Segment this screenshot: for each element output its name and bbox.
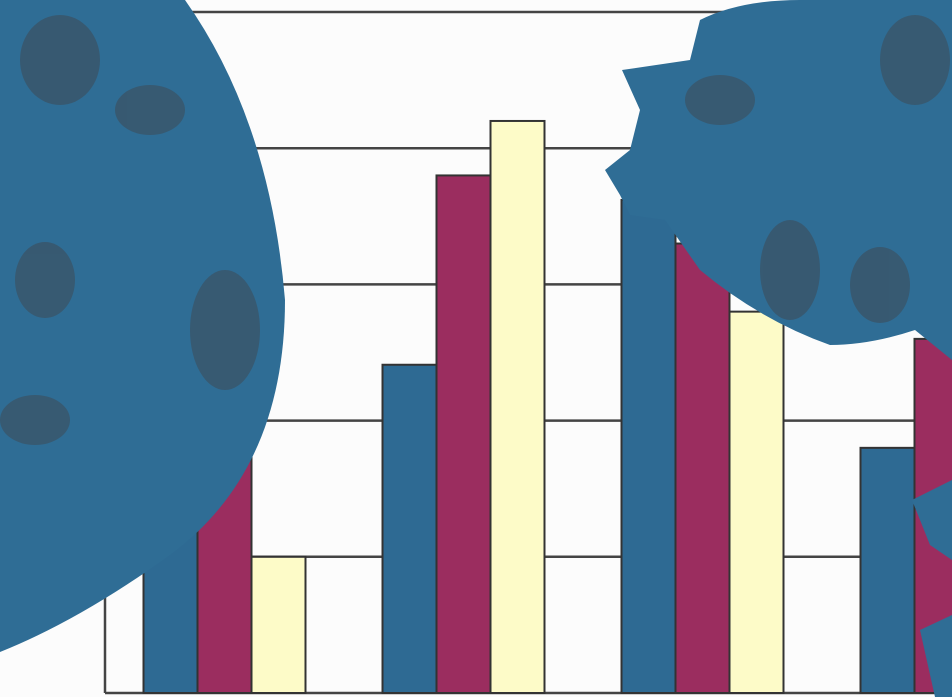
- bar: [674, 242, 731, 694]
- crest: [850, 247, 910, 323]
- figure: [20, 15, 100, 105]
- goose: [115, 85, 185, 135]
- bar: [489, 119, 546, 694]
- bar: [859, 446, 916, 694]
- goose: [685, 75, 755, 125]
- figure: [760, 220, 820, 320]
- bar: [381, 363, 438, 694]
- pattern: [0, 15, 950, 445]
- edge-blob: [920, 615, 952, 697]
- crest: [15, 242, 75, 318]
- goose: [0, 395, 70, 445]
- bar: [250, 555, 307, 694]
- figure: [190, 270, 260, 390]
- edge-blob: [912, 480, 952, 560]
- figure: [880, 15, 950, 105]
- bar: [728, 310, 785, 694]
- bar: [435, 174, 492, 694]
- left-blob: [0, 0, 285, 652]
- bar: [620, 198, 677, 694]
